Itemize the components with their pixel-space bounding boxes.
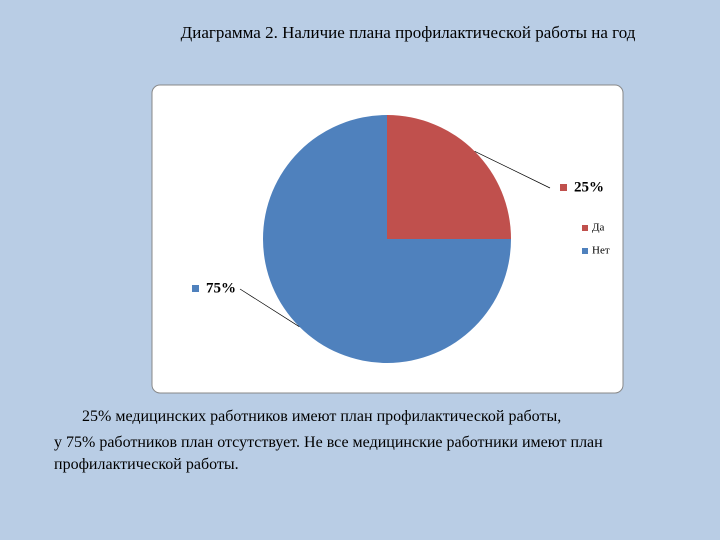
legend-label: Нет (592, 245, 610, 257)
legend-swatch (582, 248, 588, 254)
label-marker (560, 184, 567, 191)
legend-label: Да (592, 222, 605, 234)
leader-line (239, 288, 300, 327)
data-label: 75% (206, 280, 236, 296)
chart-title: Диаграмма 2. Наличие плана профилактичес… (181, 23, 636, 42)
caption-line: 25% медицинских работников имеют план пр… (82, 408, 562, 425)
legend-swatch (582, 225, 588, 231)
label-marker (192, 285, 199, 292)
data-label: 25% (574, 179, 604, 195)
caption-line: у 75% работников план отсутствует. Не вс… (54, 434, 603, 451)
pie-slice (387, 115, 511, 239)
leader-line (474, 151, 551, 189)
pie-slice (263, 115, 511, 363)
caption-line: профилактической работы. (54, 456, 239, 473)
